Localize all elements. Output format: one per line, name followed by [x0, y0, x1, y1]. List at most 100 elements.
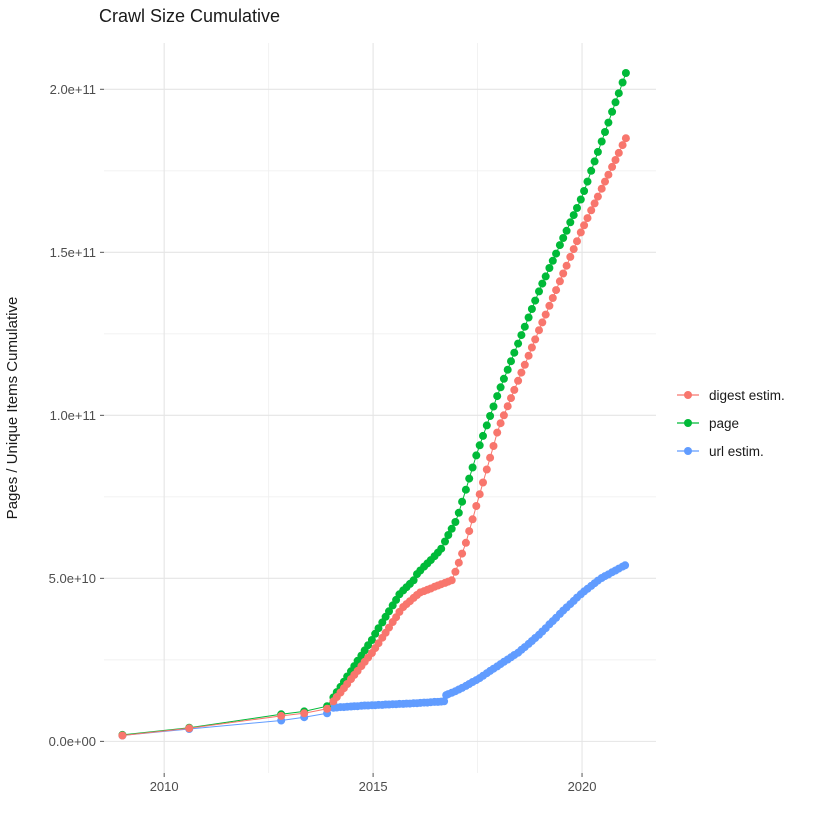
- data-point: [451, 567, 460, 576]
- data-point: [486, 453, 495, 462]
- data-point: [559, 269, 568, 278]
- data-point: [580, 187, 589, 195]
- data-point: [552, 249, 561, 258]
- data-point: [277, 711, 286, 720]
- legend-item-digest-estim: digest estim.: [676, 381, 785, 409]
- data-point: [576, 195, 585, 204]
- legend: digest estim. page url estim.: [676, 381, 785, 465]
- data-point: [489, 442, 498, 450]
- data-point: [503, 402, 512, 411]
- data-point: [555, 241, 564, 250]
- data-point: [590, 199, 599, 208]
- data-point: [465, 474, 474, 483]
- y-tick-label: 1.5e+11: [50, 245, 96, 260]
- data-point: [482, 421, 491, 430]
- data-point: [621, 134, 630, 143]
- data-point: [562, 226, 571, 235]
- data-point: [472, 502, 481, 510]
- data-point: [510, 385, 519, 394]
- data-point: [611, 98, 620, 107]
- data-point: [541, 272, 550, 281]
- data-point: [458, 497, 467, 506]
- data-point: [479, 431, 487, 440]
- data-point: [569, 211, 578, 220]
- data-point: [593, 192, 602, 201]
- data-point: [118, 731, 127, 740]
- data-point: [538, 279, 547, 288]
- data-point: [514, 376, 523, 385]
- data-point: [583, 214, 592, 223]
- data-point: [499, 411, 508, 420]
- data-point: [562, 261, 571, 270]
- data-point: [185, 724, 194, 733]
- data-point: [514, 339, 523, 348]
- data-point: [580, 221, 589, 230]
- data-point: [535, 287, 543, 296]
- series-digest-estim: [118, 134, 630, 740]
- data-point: [489, 402, 498, 411]
- data-point: [545, 264, 554, 272]
- data-point: [614, 148, 623, 157]
- data-point: [496, 419, 505, 428]
- data-point: [597, 137, 606, 146]
- data-point: [527, 343, 536, 352]
- data-point: [548, 256, 557, 265]
- data-point: [458, 549, 467, 558]
- data-point: [587, 166, 596, 175]
- y-tick-label: 2.0e+11: [50, 82, 96, 97]
- data-point: [583, 177, 592, 186]
- legend-label-digest-estim: digest estim.: [709, 387, 785, 403]
- legend-item-url-estim: url estim.: [676, 437, 785, 465]
- data-point: [447, 576, 456, 585]
- data-point: [323, 704, 332, 713]
- data-point: [527, 305, 536, 313]
- data-point: [566, 252, 575, 261]
- axes: 2010 2015 2020 0.0e+00 5.0e+10 1.0e+11 1.5e+11…: [49, 82, 597, 794]
- data-point: [524, 313, 533, 322]
- data-point: [593, 147, 602, 156]
- legend-label-page: page: [709, 415, 740, 431]
- data-point: [566, 218, 575, 227]
- grid-minor: [104, 43, 656, 773]
- legend-key-url-icon: [677, 447, 699, 455]
- y-tick-label: 1.0e+11: [50, 408, 96, 423]
- data-point: [496, 383, 505, 392]
- data-point: [493, 392, 502, 401]
- data-point: [541, 310, 550, 319]
- data-point: [573, 237, 581, 246]
- data-point: [440, 697, 449, 706]
- data-point: [576, 228, 585, 237]
- data-point: [520, 360, 529, 369]
- data-point: [608, 107, 617, 116]
- x-tick-label: 2015: [359, 779, 388, 794]
- data-point: [604, 118, 613, 127]
- data-point: [503, 365, 512, 374]
- data-point: [461, 538, 470, 547]
- data-point: [601, 177, 609, 186]
- data-point: [507, 394, 515, 403]
- data-point: [385, 607, 393, 616]
- data-point: [437, 544, 446, 553]
- data-point: [447, 524, 456, 533]
- data-point: [548, 294, 557, 302]
- data-point: [611, 156, 620, 164]
- data-point: [499, 374, 508, 383]
- data-point: [618, 78, 627, 87]
- x-tick-label: 2020: [568, 779, 597, 794]
- data-point: [510, 348, 519, 357]
- data-point: [524, 351, 533, 360]
- data-point: [621, 561, 630, 570]
- data-point: [573, 204, 581, 212]
- data-point: [608, 162, 617, 171]
- data-point: [454, 508, 463, 517]
- data-point: [604, 170, 613, 179]
- data-point: [409, 576, 418, 585]
- data-point: [601, 128, 609, 136]
- data-point: [590, 157, 599, 166]
- data-point: [486, 412, 495, 420]
- data-point: [618, 141, 627, 150]
- data-point: [475, 490, 484, 499]
- data-point: [367, 636, 376, 644]
- y-tick-label: 5.0e+10: [49, 571, 96, 586]
- data-point: [517, 331, 526, 340]
